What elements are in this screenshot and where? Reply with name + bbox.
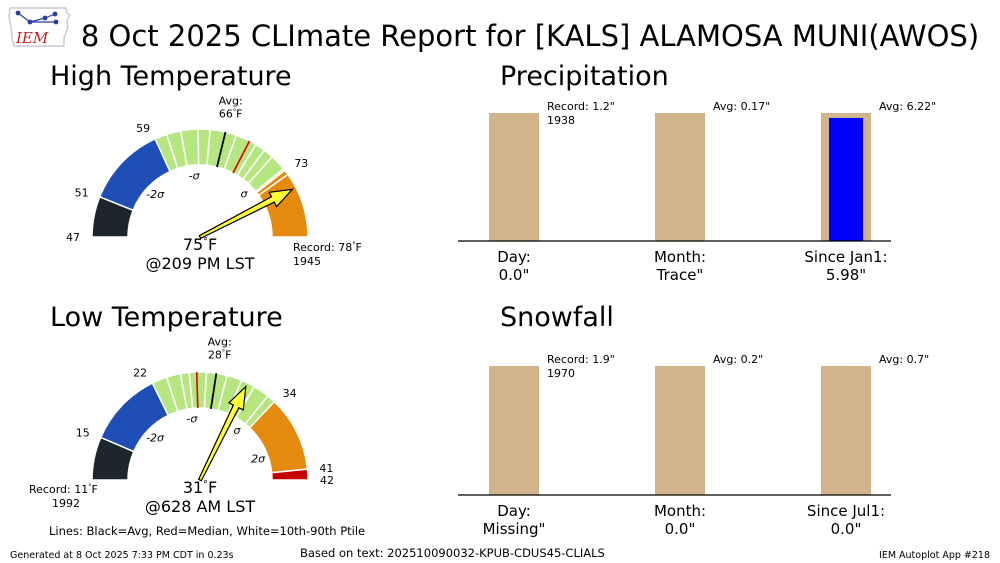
observed-value: 75°F — [183, 235, 217, 254]
percentile-line — [179, 130, 188, 167]
percentile-line — [235, 386, 256, 419]
tick-label: 42 — [320, 474, 334, 487]
bar-annotation: Avg: 0.17" — [713, 100, 770, 113]
percentile-line — [165, 377, 179, 412]
percentile-line — [203, 372, 208, 409]
gauge-title: High Temperature — [50, 61, 292, 92]
tick-label: 73 — [294, 157, 308, 170]
category-value: 5.98" — [826, 266, 866, 284]
median-line — [232, 140, 251, 174]
category-label: Since Jan1: — [804, 248, 887, 266]
logo-text: IEM — [15, 29, 49, 47]
bar-annotation: Avg: 6.22" — [879, 100, 936, 113]
bar-annotation: Record: 1.9" — [547, 353, 615, 366]
footer-app: IEM Autoplot App #218 — [879, 550, 990, 561]
gauge-band-very_warm — [270, 468, 309, 481]
sigma-label: -σ — [189, 169, 201, 182]
normal-bar — [655, 366, 705, 495]
panel-title: Precipitation — [500, 61, 669, 92]
sigma-label: -σ — [186, 413, 198, 426]
percentile-line — [179, 373, 188, 410]
sigma-label: σ — [233, 424, 241, 437]
category-value: Missing" — [483, 520, 546, 538]
record-label: Record: 78°F — [293, 241, 362, 254]
percentile-line — [242, 149, 265, 180]
percentile-line — [258, 173, 289, 196]
average-line — [210, 373, 218, 409]
record-year: 1945 — [293, 255, 321, 268]
observed-value: 31°F — [183, 478, 217, 497]
observed-time: @209 PM LST — [145, 254, 254, 273]
percentile-line — [197, 129, 200, 166]
bar-annotation-year: 1938 — [547, 114, 575, 127]
tick-label: 59 — [136, 122, 150, 135]
panel-title: Snowfall — [500, 302, 614, 333]
sigma-label: -2σ — [146, 188, 165, 201]
median-line — [195, 372, 199, 409]
bar-annotation: Record: 1.2" — [547, 100, 615, 113]
percentile-line — [223, 135, 238, 170]
gauge-title: Low Temperature — [50, 302, 283, 333]
legend-note: Lines: Black=Avg, Red=Median, White=10th… — [49, 524, 365, 538]
gauge-band-normal — [151, 371, 276, 429]
precipitation-chart: Precipitation Record: 1.2"1938 Day:0.0" Avg… — [458, 61, 936, 284]
category-label: Day: — [497, 248, 531, 266]
tick-label: 34 — [283, 387, 297, 400]
observed-needle — [198, 188, 294, 240]
percentile-line — [244, 395, 269, 425]
category-label: Month: — [654, 502, 706, 520]
bar-annotation: Avg: 0.2" — [713, 353, 763, 366]
percentile-line — [255, 168, 285, 193]
tick-label: 22 — [133, 366, 147, 379]
sigma-label: 2σ — [251, 452, 266, 465]
category-label: Month: — [654, 248, 706, 266]
observed-bar — [829, 117, 863, 241]
record-label: Record: 11°F — [29, 483, 98, 496]
sigma-label: σ — [241, 187, 249, 200]
footer-generated: Generated at 8 Oct 2025 7:33 PM CDT in 0… — [10, 550, 234, 561]
category-label: Since Jul1: — [807, 502, 885, 520]
sigma-label: -2σ — [146, 431, 165, 444]
network-glyph-icon — [15, 10, 59, 25]
tick-label: 15 — [76, 427, 90, 440]
percentile-line — [247, 156, 273, 185]
record-year: 1992 — [52, 497, 80, 510]
normal-bar — [655, 113, 705, 241]
tick-label: 51 — [75, 186, 89, 199]
average-value: 66°F — [219, 108, 243, 121]
observed-time: @628 AM LST — [145, 497, 256, 516]
tick-label: 47 — [66, 231, 80, 244]
snowfall-chart: Snowfall Record: 1.9"1970 Day:Missing" Avg:… — [458, 302, 929, 538]
category-value: Trace" — [656, 266, 704, 284]
normal-bar — [489, 366, 539, 495]
iem-logo[interactable]: IEM — [8, 7, 71, 47]
percentile-line — [206, 129, 212, 166]
category-value: 0.0" — [499, 266, 530, 284]
bar-annotation: Avg: 0.7" — [879, 353, 929, 366]
average-label: Avg: — [219, 95, 243, 108]
page-title: 8 Oct 2025 CLImate Report for [KALS] ALA… — [81, 19, 979, 53]
percentile-line — [188, 372, 194, 409]
normal-bar — [489, 113, 539, 241]
tick-label: 41 — [319, 462, 333, 475]
average-line — [216, 131, 227, 168]
category-value: 0.0" — [831, 520, 862, 538]
percentile-line — [217, 375, 228, 411]
average-label: Avg: — [208, 335, 232, 348]
category-label: Day: — [497, 502, 531, 520]
normal-bar — [821, 366, 871, 495]
average-value: 28°F — [208, 348, 232, 361]
category-value: 0.0" — [665, 520, 696, 538]
footer-based-on: Based on text: 202510090032-KPUB-CDUS45-… — [300, 546, 605, 560]
bar-annotation-year: 1970 — [547, 367, 575, 380]
high-temperature-gauge: High Temperature Avg:66°F 47 51 59 73 -2σ -σ σ 75… — [50, 61, 362, 273]
percentile-line — [165, 134, 179, 169]
percentile-line — [236, 144, 257, 176]
observed-needle — [197, 385, 247, 482]
